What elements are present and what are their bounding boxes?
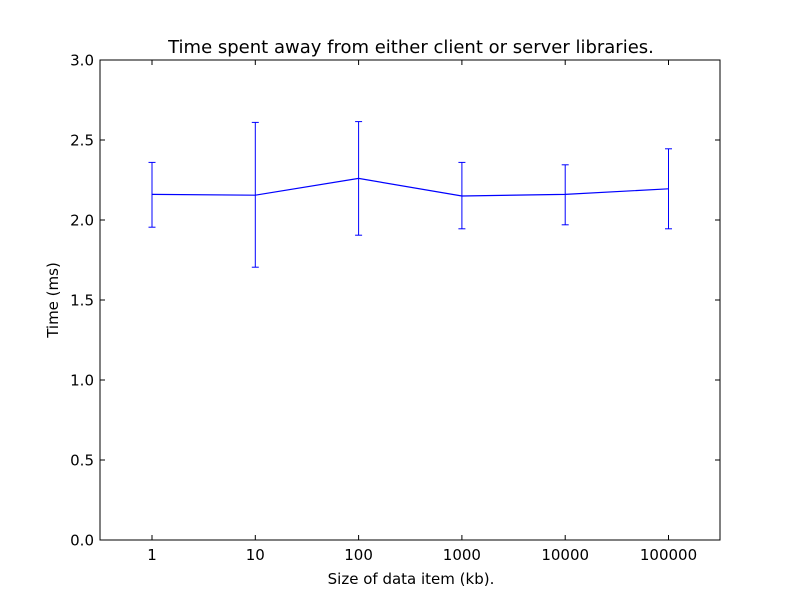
y-tick-label: 1.0	[70, 372, 94, 390]
plot-frame	[100, 60, 720, 540]
x-tick-label: 100	[344, 546, 373, 564]
y-tick-label: 3.0	[70, 52, 94, 70]
x-tick-label: 10000	[541, 546, 589, 564]
y-axis-label: Time (ms)	[44, 262, 62, 339]
x-tick-label: 1000	[443, 546, 481, 564]
x-axis-label: Size of data item (kb).	[328, 570, 495, 588]
tick-labels: 0.0 0.5 1.0 1.5 2.0 2.5 3.0 1 10 100 1000 10000 1000…	[70, 52, 697, 565]
y-tick-label: 2.5	[70, 132, 94, 150]
x-tick-label: 100000	[640, 546, 697, 564]
plot-area	[100, 60, 720, 540]
y-tick-label: 0.0	[70, 532, 94, 550]
axis-ticks	[100, 60, 720, 540]
chart-title: Time spent away from either client or se…	[167, 37, 654, 58]
series-line	[152, 178, 669, 196]
y-tick-label: 0.5	[70, 452, 94, 470]
y-tick-label: 2.0	[70, 212, 94, 230]
y-tick-label: 1.5	[70, 292, 94, 310]
x-tick-label: 10	[246, 546, 265, 564]
x-tick-label: 1	[147, 546, 157, 564]
series-layer	[149, 122, 673, 268]
